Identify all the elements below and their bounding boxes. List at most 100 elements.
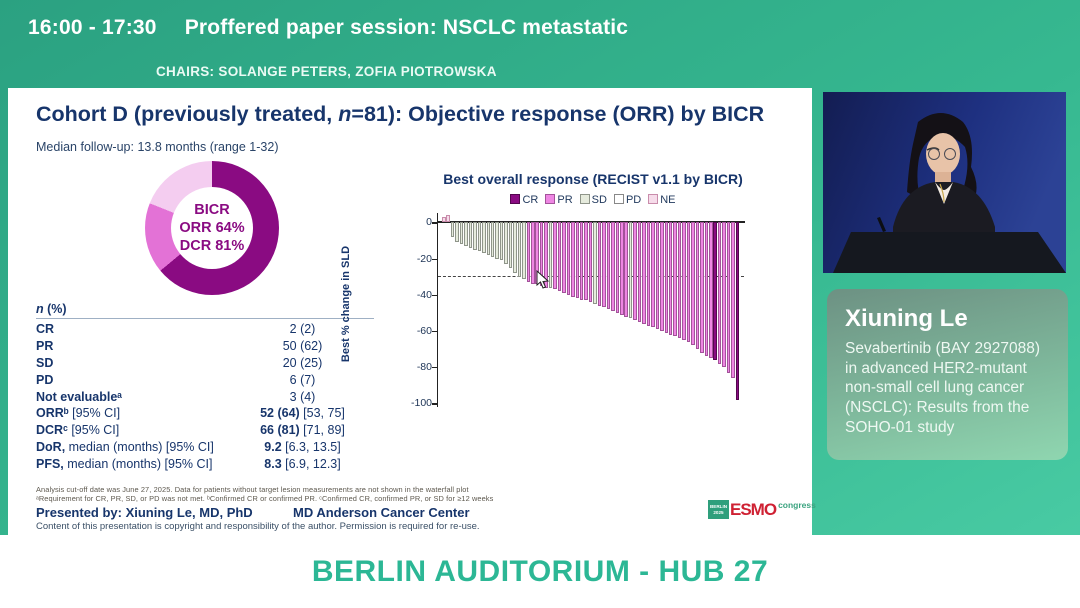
y-tick-mark [432, 331, 437, 333]
session-header: 16:00 - 17:30 Proffered paper session: N… [0, 0, 1080, 88]
y-tick-label: -100 [410, 397, 432, 410]
waterfall-bars [442, 215, 742, 404]
waterfall-bar-pr [646, 222, 651, 326]
waterfall-bar-pr [726, 222, 731, 373]
waterfall-bar-pr [633, 222, 637, 321]
y-tick-mark [432, 294, 437, 296]
legend-item-sd: SD [579, 194, 607, 206]
table-row: ORRᵇ [95% CI] 52 (64) [53, 75] [36, 406, 345, 421]
y-tick-label: -60 [416, 325, 432, 337]
y-tick-mark [432, 367, 437, 369]
waterfall-bar-pr [686, 222, 691, 342]
legend-item-cr: CR [510, 194, 538, 206]
waterfall-bar-pr [553, 222, 557, 290]
y-tick-label: -80 [416, 361, 432, 374]
y-tick-mark [432, 403, 437, 405]
waterfall-bar-pr [615, 222, 620, 313]
waterfall-bar-pr [526, 222, 531, 283]
legend-item-ne: NE [648, 194, 676, 206]
waterfall-bar-pr [664, 222, 668, 333]
waterfall-bar-sd [459, 222, 464, 245]
waterfall-bar-ne [442, 216, 446, 223]
speaker-info-card: Xiuning Le Sevabertinib (BAY 2927088) in… [827, 289, 1068, 460]
table-row: DCRᶜ [95% CI] 66 (81) [71, 89] [36, 423, 345, 438]
waterfall-legend: CR PR SD PD NE [428, 194, 758, 206]
y-tick-label: -20 [416, 252, 432, 265]
waterfall-bar-pr [677, 222, 682, 339]
waterfall-bar-sd [490, 222, 495, 257]
waterfall-bar-pr [606, 222, 611, 310]
table-row: SD 20 (25) [36, 355, 323, 370]
talk-title: Sevabertinib (BAY 2927088) in advanced H… [845, 340, 1041, 436]
waterfall-bar-pr [691, 222, 695, 346]
waterfall-bar-sd [477, 222, 482, 252]
legend-item-pd: PD [613, 194, 641, 206]
waterfall-bar-pr [602, 222, 606, 308]
waterfall-bar-pr [611, 222, 615, 312]
table-row: CR 2 (2) [36, 322, 316, 337]
y-tick-label: -40 [416, 288, 432, 301]
waterfall-bar-sd [504, 222, 508, 265]
esmo-congress-logo: BERLIN 2025 ESMO congress [708, 500, 816, 519]
y-tick-mark [432, 258, 437, 260]
waterfall-bar-sd [593, 222, 597, 304]
microphone-icon [877, 217, 886, 232]
table-row: PFS, median (months) [95% CI] 8.3 [6.9, … [36, 456, 341, 471]
table-row: Not evaluableᵃ 3 (4) [36, 389, 316, 404]
location-footer: BERLIN AUDITORIUM - HUB 27 [0, 535, 1080, 608]
podium [833, 232, 1066, 273]
waterfall-y-axis [437, 213, 439, 407]
table-row: PR 50 (62) [36, 339, 323, 354]
speaker-face [926, 133, 960, 175]
waterfall-bar-pr [597, 222, 602, 306]
waterfall-bar-pr [624, 222, 628, 317]
waterfall-bar-pr [566, 222, 571, 295]
waterfall-bar-sd [513, 222, 517, 274]
footnote-definitions: ᵃRequirement for CR, PR, SD, or PD was n… [36, 494, 494, 503]
legend-swatch [579, 194, 590, 204]
waterfall-bar-pr [682, 222, 686, 341]
waterfall-bar-sd [464, 222, 468, 246]
legend-swatch [648, 194, 659, 204]
waterfall-bar-sd [455, 222, 459, 243]
esmo-berlin-badge: BERLIN 2025 [708, 500, 729, 519]
waterfall-bar-sd [522, 222, 526, 279]
waterfall-bar-pr [575, 222, 579, 299]
waterfall-bar-pr [642, 222, 646, 324]
waterfall-bar-pr [637, 222, 642, 322]
footnote-analysis-cutoff: Analysis cut-off date was June 27, 2025.… [36, 485, 469, 494]
waterfall-bar-cr [735, 222, 740, 400]
legend-swatch [510, 194, 521, 204]
esmo-wordmark: ESMO [730, 500, 777, 519]
presented-by: Presented by: Xiuning Le, MD, PhD [36, 505, 253, 520]
donut-chart: BICR ORR 64% DCR 81% [145, 161, 279, 295]
waterfall-bar-pr [717, 222, 722, 364]
legend-swatch [545, 194, 556, 204]
waterfall-bar-sd [508, 222, 513, 268]
y-tick-mark [432, 222, 437, 224]
waterfall-bar-cr [713, 222, 717, 360]
waterfall-bar-pr [655, 222, 660, 330]
waterfall-bar-pr [579, 222, 584, 301]
waterfall-bar-pr [704, 222, 709, 357]
table-row: DoR, median (months) [95% CI] 9.2 [6.3, … [36, 439, 341, 454]
waterfall-bar-sd [517, 222, 522, 277]
slide-panel: Cohort D (previously treated, n=81): Obj… [8, 88, 816, 535]
location-text: BERLIN AUDITORIUM - HUB 27 [311, 554, 769, 588]
speaker-scene [823, 92, 1066, 273]
waterfall-bar-pr [731, 222, 735, 379]
waterfall-y-axis-label: Best % change in SLD [340, 245, 352, 363]
waterfall-bar-pr [651, 222, 655, 328]
waterfall-bar-ne [446, 215, 450, 223]
waterfall-bar-sd [482, 222, 486, 254]
session-time: 16:00 - 17:30 [28, 16, 157, 39]
waterfall-bar-pr [562, 222, 566, 293]
waterfall-zero-line [437, 221, 745, 223]
speaker-blazer [893, 182, 995, 242]
speaker-video [823, 92, 1066, 273]
waterfall-bar-pr [557, 222, 562, 292]
waterfall-bar-pr [709, 222, 713, 359]
waterfall-bar-sd [628, 222, 633, 319]
waterfall-bar-sd [499, 222, 504, 261]
